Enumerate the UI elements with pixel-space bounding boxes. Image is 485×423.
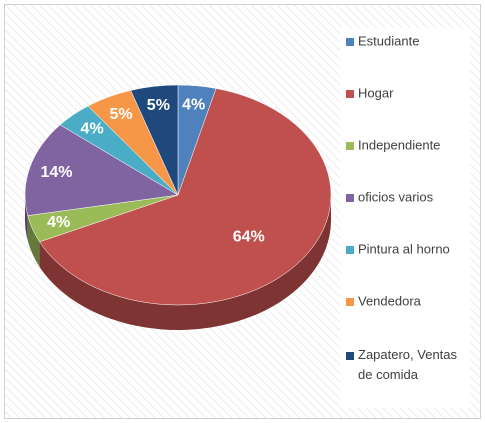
pie-slice-side: [39, 195, 331, 331]
pie-slice: [130, 84, 179, 196]
pie-slice: [39, 88, 332, 306]
legend-label: Estudiante: [358, 33, 419, 48]
legend-label: Pintura al horno: [358, 241, 450, 256]
pie-slice: [24, 124, 179, 216]
legend-swatch: [346, 90, 354, 98]
data-label: 14%: [40, 164, 72, 181]
legend-label: Vendedora: [358, 293, 422, 308]
legend-swatch: [346, 298, 354, 306]
data-label: 64%: [233, 228, 265, 245]
legend-swatch: [346, 38, 354, 46]
legend-swatch: [346, 194, 354, 202]
data-label: 4%: [81, 120, 104, 137]
legend-swatch: [346, 352, 354, 360]
data-label: 4%: [47, 214, 70, 231]
legend-label: oficios varios: [358, 189, 434, 204]
pie-slice-side: [27, 215, 40, 267]
data-label: 5%: [147, 97, 170, 114]
data-label: 5%: [109, 106, 132, 123]
legend-label: Zapatero, Ventas de comida: [358, 347, 458, 382]
legend-label: Hogar: [358, 85, 394, 100]
legend-swatch: [346, 246, 354, 254]
legend-label: Independiente: [358, 137, 440, 152]
data-label: 4%: [182, 97, 205, 114]
legend-swatch: [346, 142, 354, 150]
legend-box: [340, 28, 470, 408]
